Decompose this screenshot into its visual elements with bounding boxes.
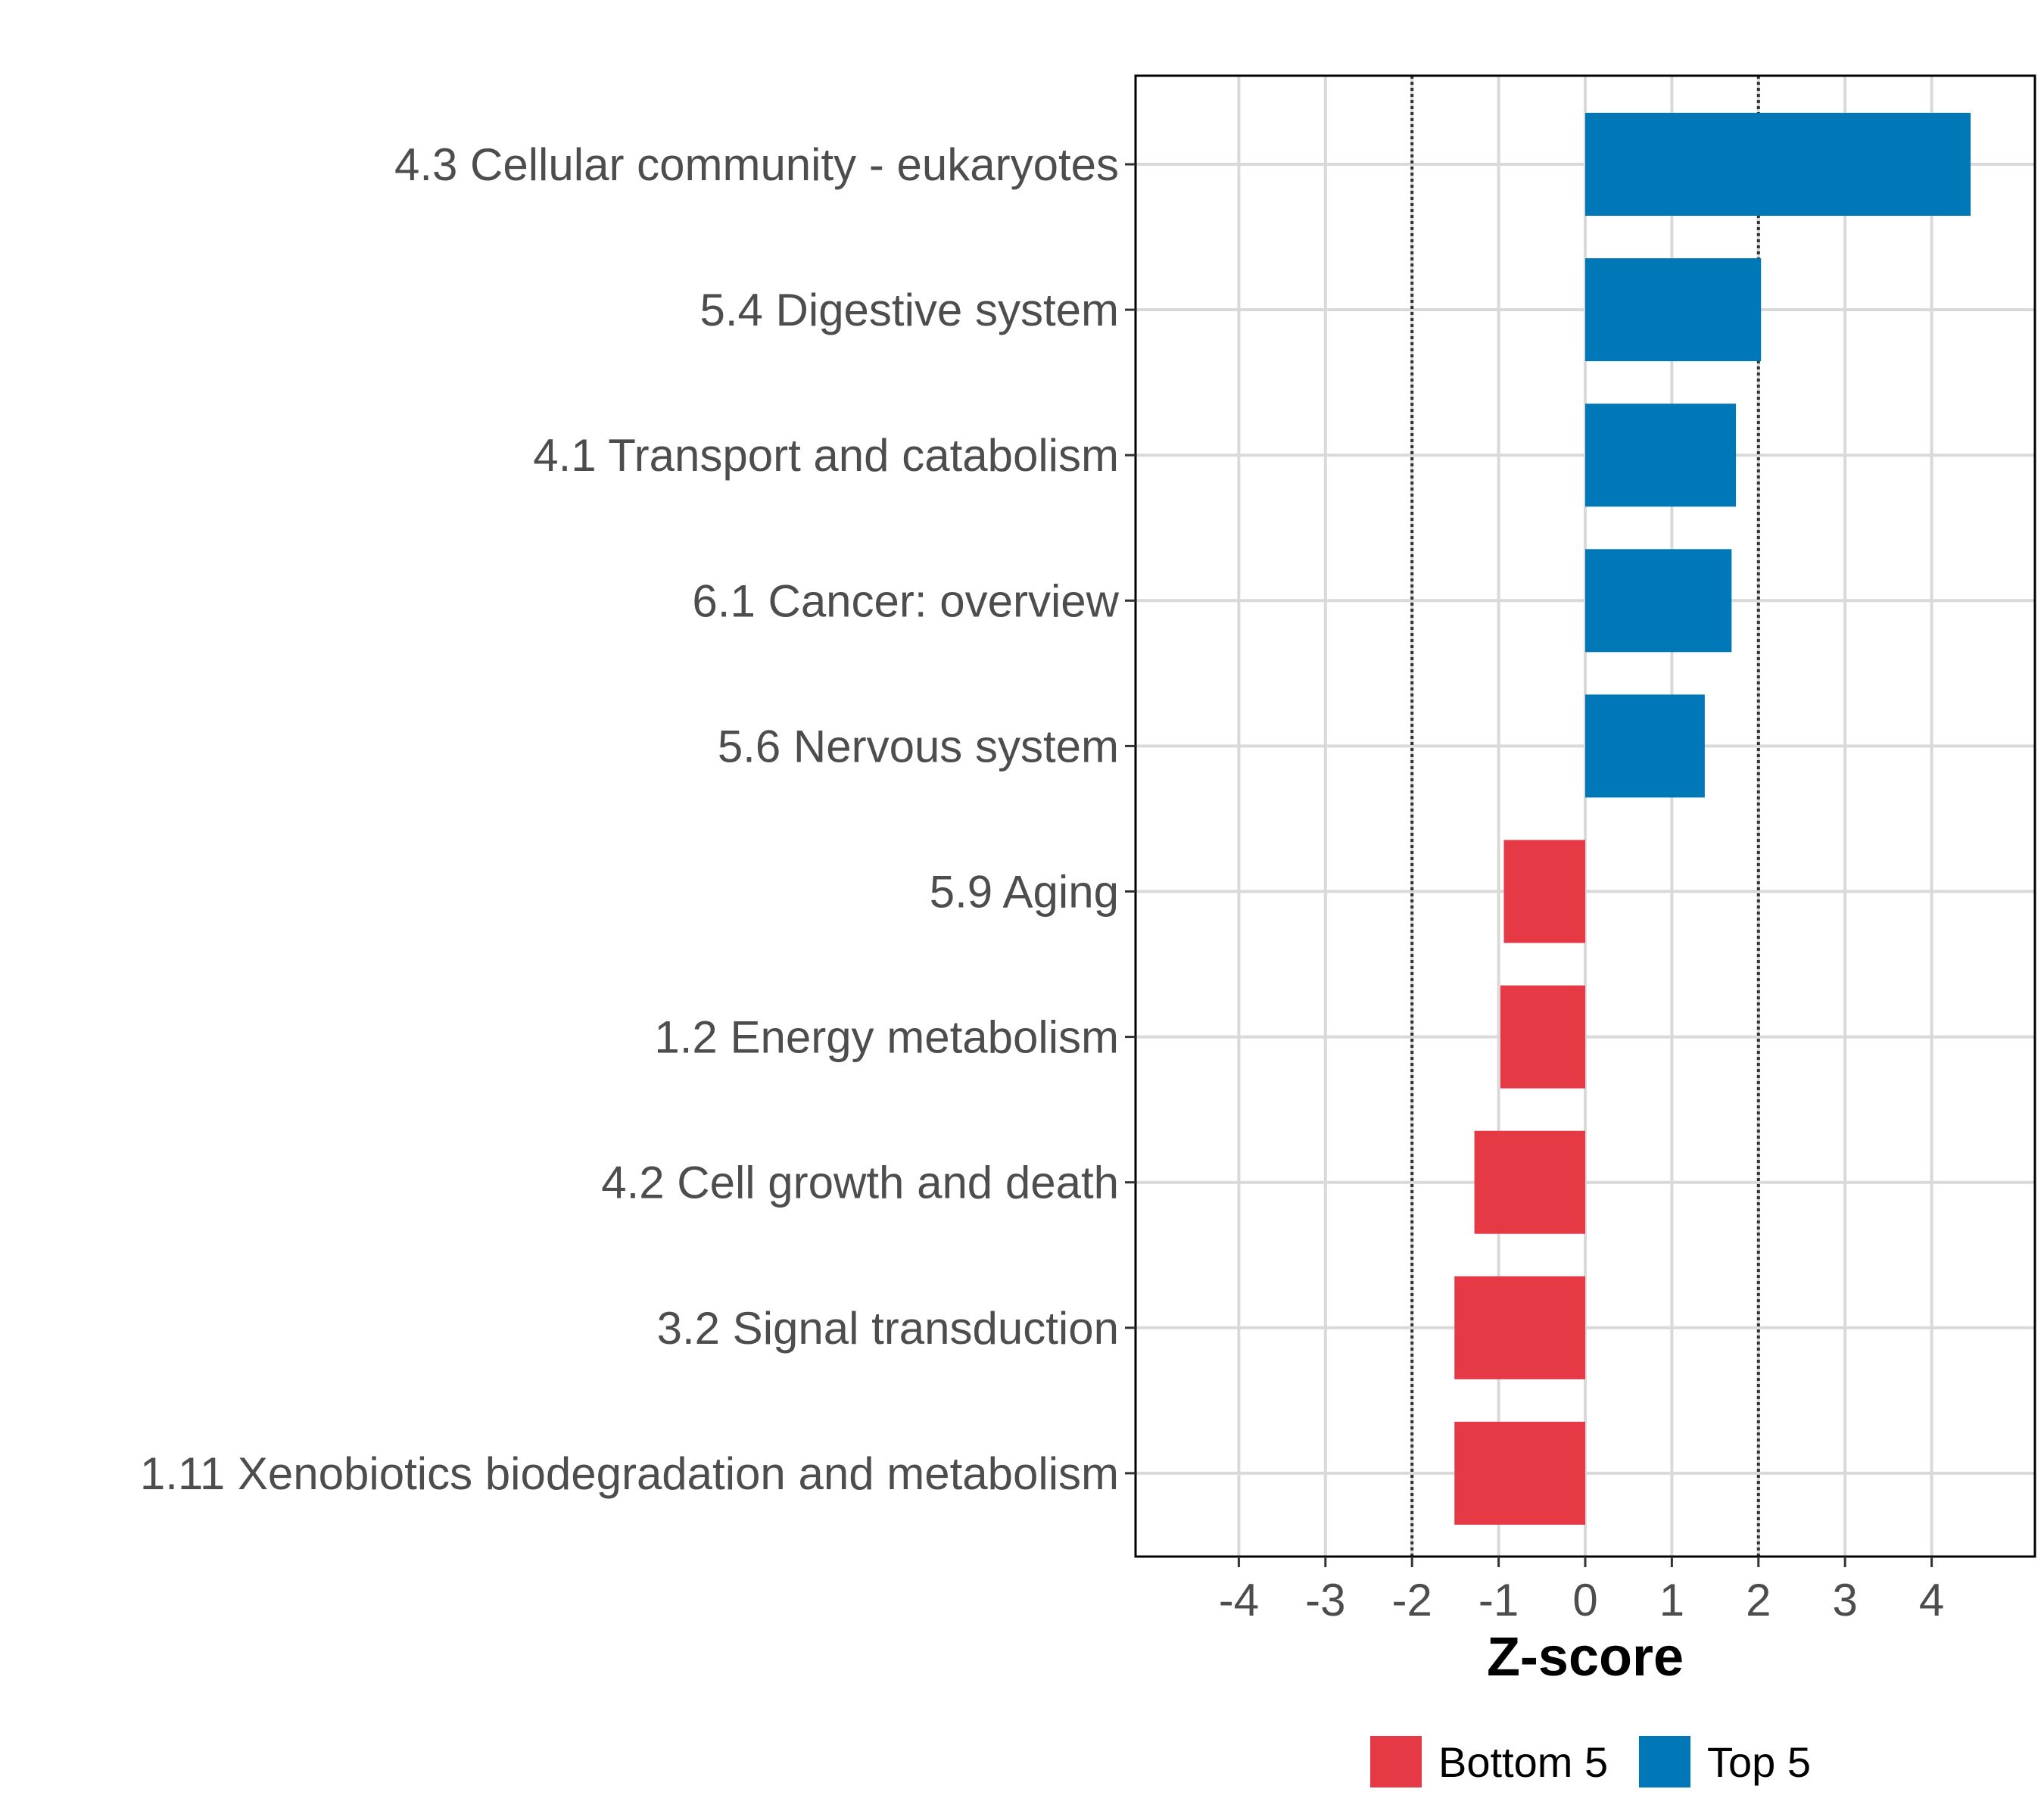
x-axis: -4 -3 -2 -1 0 1 2 3 4: [1219, 1557, 1944, 1625]
legend-label: Top 5: [1707, 1738, 1811, 1786]
y-category-label: 4.3 Cellular community - eukaryotes: [394, 139, 1119, 190]
bars: [1454, 113, 1971, 1525]
y-category-label: 4.1 Transport and catabolism: [533, 430, 1119, 481]
bar: [1585, 694, 1705, 798]
x-tick-label: 2: [1746, 1575, 1771, 1625]
legend-swatch: [1370, 1736, 1422, 1787]
bar: [1454, 1276, 1585, 1379]
x-tick-label: -2: [1392, 1575, 1432, 1625]
bar: [1585, 113, 1971, 216]
bar: [1500, 985, 1585, 1089]
x-axis-title: Z-score: [1487, 1627, 1684, 1688]
bar: [1585, 258, 1762, 362]
x-tick-label: 3: [1833, 1575, 1858, 1625]
x-tick-label: 1: [1659, 1575, 1684, 1625]
legend-swatch: [1639, 1736, 1690, 1787]
bar: [1585, 549, 1732, 653]
x-tick-label: 4: [1919, 1575, 1944, 1625]
bar: [1454, 1421, 1585, 1525]
y-category-label: 5.9 Aging: [930, 867, 1119, 918]
x-tick-label: 0: [1572, 1575, 1597, 1625]
y-category-label: 3.2 Signal transduction: [657, 1303, 1119, 1354]
threshold-lines: [1410, 76, 1760, 1557]
y-axis: 4.3 Cellular community - eukaryotes 5.4 D…: [140, 139, 1136, 1499]
y-category-label: 4.2 Cell growth and death: [601, 1158, 1119, 1208]
legend-label: Bottom 5: [1438, 1738, 1608, 1786]
y-category-label: 6.1 Cancer: overview: [692, 575, 1119, 626]
legend: Bottom 5 Top 5: [1370, 1736, 1811, 1787]
bar: [1503, 840, 1585, 943]
x-tick-label: -4: [1219, 1575, 1259, 1625]
x-tick-label: -1: [1478, 1575, 1519, 1625]
y-category-label: 1.2 Energy metabolism: [654, 1012, 1119, 1063]
y-category-label: 5.4 Digestive system: [700, 285, 1119, 335]
bar: [1585, 404, 1737, 507]
y-category-label: 1.11 Xenobiotics biodegradation and meta…: [140, 1448, 1119, 1499]
bar: [1474, 1130, 1585, 1234]
x-tick-label: -3: [1305, 1575, 1345, 1625]
y-category-label: 5.6 Nervous system: [718, 721, 1119, 771]
